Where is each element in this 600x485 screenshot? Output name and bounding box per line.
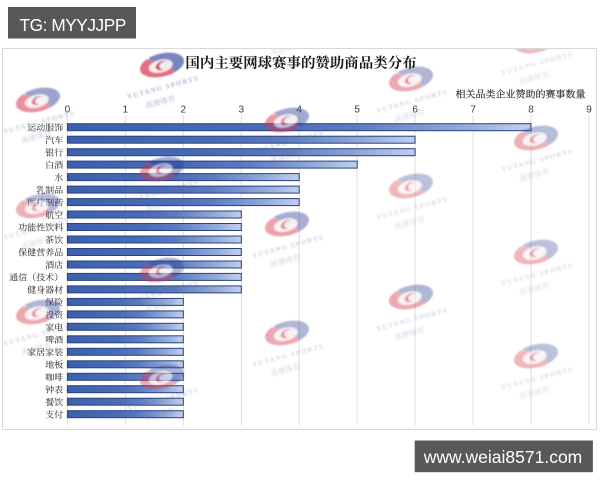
svg-text:TG: MYYJJPP: TG: MYYJJPP	[20, 15, 126, 35]
svg-text:www.weiai8571.com: www.weiai8571.com	[423, 447, 583, 467]
svg-text:0: 0	[65, 105, 71, 116]
svg-text:3: 3	[239, 105, 245, 116]
svg-text:1: 1	[123, 105, 129, 116]
svg-text:8: 8	[528, 105, 534, 116]
svg-text:6: 6	[412, 105, 418, 116]
svg-text:7: 7	[470, 105, 476, 116]
svg-text:2: 2	[181, 105, 187, 116]
svg-text:5: 5	[354, 105, 360, 116]
svg-text:9: 9	[586, 105, 592, 116]
